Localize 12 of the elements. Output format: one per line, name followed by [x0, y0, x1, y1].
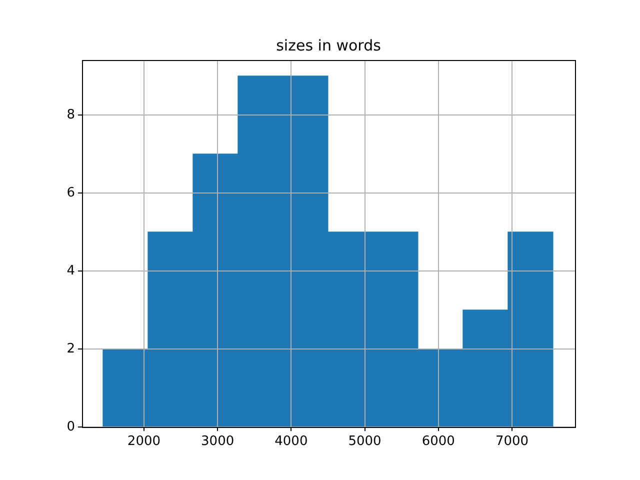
y-tick-label: 2 [66, 341, 75, 356]
y-tick-label: 4 [66, 263, 75, 278]
y-tick-label: 0 [66, 419, 75, 434]
x-tick-label: 3000 [201, 434, 234, 450]
y-tick-label: 6 [66, 185, 75, 200]
x-tick-label: 5000 [348, 434, 382, 450]
y-tick-label: 8 [66, 107, 75, 122]
x-tick-label: 6000 [422, 434, 455, 450]
x-tick-label: 7000 [495, 434, 529, 450]
x-tick-label: 2000 [127, 434, 161, 450]
x-tick-label: 4000 [274, 434, 308, 450]
chart-title: sizes in words [276, 36, 382, 54]
